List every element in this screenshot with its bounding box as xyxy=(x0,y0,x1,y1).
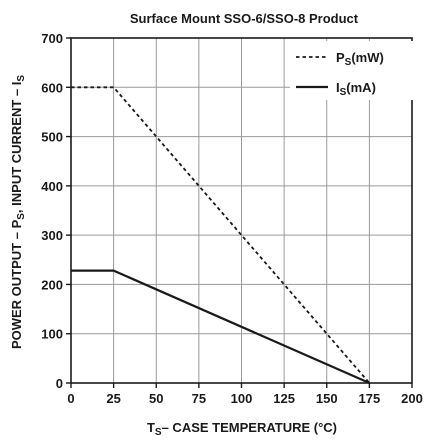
x-tick-label: 200 xyxy=(401,391,423,406)
x-axis-title-main: T xyxy=(147,420,155,435)
legend-is-unit: (mA) xyxy=(346,80,376,95)
y-tick-label: 0 xyxy=(56,376,63,391)
y-tick-label: 400 xyxy=(41,179,63,194)
legend-ps-unit: (mW) xyxy=(351,50,384,65)
x-axis-title: TS– CASE TEMPERATURE (°C) xyxy=(147,420,337,438)
y-tick-label: 500 xyxy=(41,130,63,145)
chart-title: Surface Mount SSO-6/SSO-8 Product xyxy=(130,11,359,26)
x-tick-label: 75 xyxy=(192,391,206,406)
y-tick-label: 100 xyxy=(41,327,63,342)
legend-ps-name: P xyxy=(336,50,345,65)
x-tick-label: 150 xyxy=(316,391,338,406)
x-tick-label: 25 xyxy=(106,391,120,406)
y-tick-label: 300 xyxy=(41,228,63,243)
x-tick-label: 125 xyxy=(273,391,295,406)
y-tick-label: 700 xyxy=(41,31,63,46)
y-axis-title: POWER OUTPUT – PS, INPUT CURRENT – IS xyxy=(9,75,27,349)
y-axis-title-part1: POWER OUTPUT – P xyxy=(9,219,24,349)
series-line-is xyxy=(71,271,369,383)
y-tick-label: 200 xyxy=(41,277,63,292)
x-tick-label: 50 xyxy=(149,391,163,406)
y-tick-label: 600 xyxy=(41,80,63,95)
x-tick-label: 0 xyxy=(67,391,74,406)
y-axis-title-part2: , INPUT CURRENT – I xyxy=(9,82,24,213)
y-tick-labels: 0 100 200 300 400 500 600 700 xyxy=(41,31,63,391)
legend: PS(mW) IS(mA) xyxy=(290,41,414,100)
x-tick-label: 100 xyxy=(231,391,253,406)
x-axis-title-rest: – CASE TEMPERATURE (°C) xyxy=(162,420,337,435)
x-tick-label: 175 xyxy=(359,391,381,406)
y-axis-title-sub2: S xyxy=(16,75,27,82)
x-tick-labels: 0 25 50 75 100 125 150 175 200 xyxy=(67,391,422,406)
